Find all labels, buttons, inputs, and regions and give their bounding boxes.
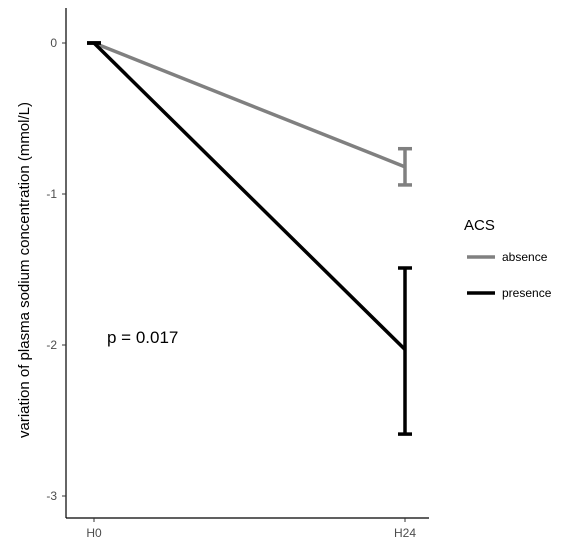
series-line-absence	[93, 41, 406, 169]
error-bar-presence	[398, 266, 412, 436]
y-tick-label: -1	[46, 187, 57, 201]
y-tick-label: 0	[50, 36, 57, 50]
y-tick-label: -2	[46, 338, 57, 352]
x-tick-label: H0	[86, 526, 102, 540]
p-value-annotation: p = 0.017	[107, 328, 178, 347]
legend-title: ACS	[464, 217, 495, 234]
x-ticks: H0 H24	[86, 518, 416, 540]
series-layer	[87, 41, 412, 436]
legend-label-presence: presence	[502, 286, 552, 300]
y-axis-title: variation of plasma sodium concentration…	[16, 102, 33, 438]
x-tick-label: H24	[394, 526, 416, 540]
legend: ACS absence presence	[464, 217, 552, 300]
y-tick-label: -3	[46, 489, 57, 503]
error-bar-absence	[398, 146, 412, 187]
series-line-presence	[92, 41, 407, 351]
y-ticks: 0 -1 -2 -3	[46, 36, 66, 503]
legend-label-absence: absence	[502, 250, 548, 264]
legend-items: absence presence	[467, 250, 552, 300]
